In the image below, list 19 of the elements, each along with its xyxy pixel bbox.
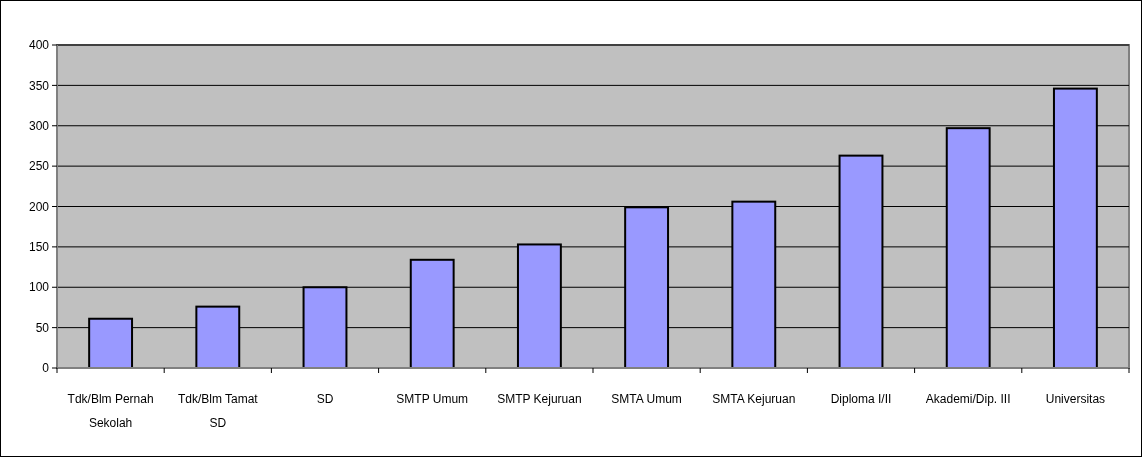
y-tick-label: 100 [28,280,50,295]
x-tick-label: SD [316,392,334,406]
x-tick-label: Tdk/Blm Tamat SD [177,392,259,430]
y-tick-label: 400 [28,38,50,53]
x-tick-label: Tdk/Blm Pernah Sekolah [67,392,154,430]
x-tick-label: SMTP Kejuruan [497,392,582,406]
x-tick-label: SMTP Umum [396,392,469,406]
y-tick-label: 350 [28,78,50,93]
y-tick-label: 0 [42,361,50,376]
x-tick-label: SMTA Umum [611,392,682,406]
y-tick-label: 150 [28,240,50,255]
x-tick-label: SMTA Kejuruan [712,392,796,406]
x-tick-label: Universitas [1045,392,1106,406]
x-tick-label: Akademi/Dip. III [925,392,1011,406]
x-tick-label: Diploma I/II [830,392,892,406]
y-tick-label: 200 [28,199,50,214]
y-tick-label: 50 [35,320,50,335]
y-tick-label: 300 [28,118,50,133]
y-tick-label: 250 [28,159,50,174]
